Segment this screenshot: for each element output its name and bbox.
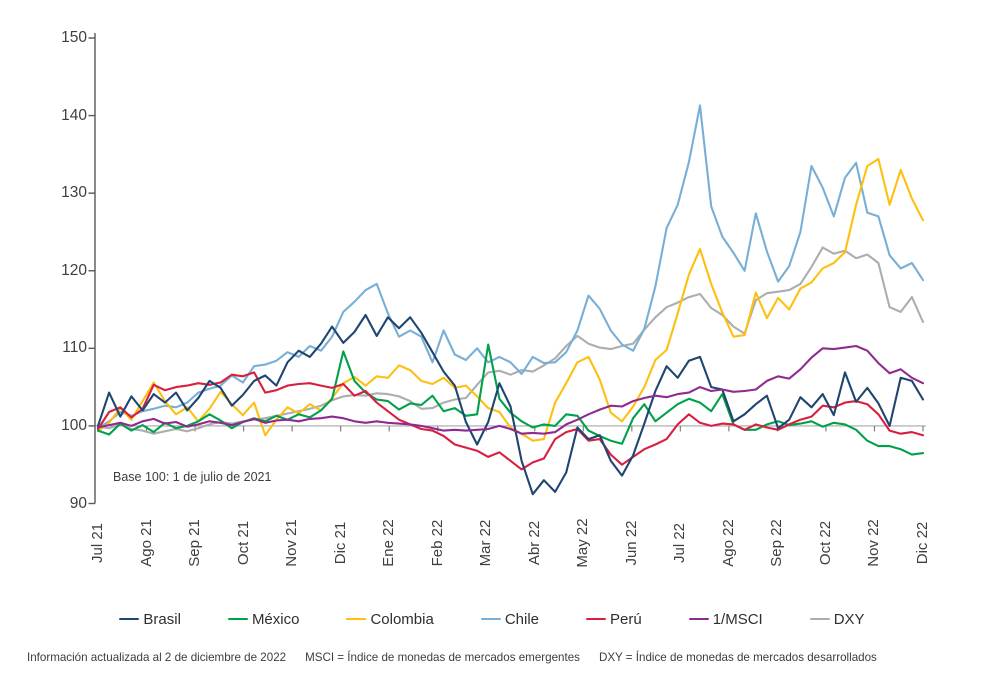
x-tick-label: Feb 22	[428, 519, 446, 567]
x-tick-label: Jun 22	[622, 520, 640, 566]
x-tick-label: Nov 22	[865, 519, 883, 567]
x-tick-label: Dic 21	[331, 521, 349, 565]
legend-swatch	[480, 617, 501, 621]
legend-swatch	[586, 617, 607, 621]
x-tick-label: Ago 21	[137, 519, 155, 567]
y-tick-label: 110	[62, 339, 87, 357]
y-tick-label: 90	[69, 494, 87, 512]
legend-item-msci: 1/MSCI	[688, 610, 763, 628]
x-tick-label: Oct 22	[816, 520, 834, 566]
y-tick-label: 100	[61, 416, 87, 434]
series-line-per	[96, 371, 925, 471]
legend-item-chile: Chile	[480, 610, 540, 628]
series-line-msci	[96, 344, 925, 435]
legend-swatch	[688, 617, 709, 621]
x-tick-label: Mar 22	[477, 519, 495, 567]
x-tick-label: May 22	[574, 518, 592, 568]
y-tick-label: 140	[61, 106, 87, 124]
x-tick-label: Ene 22	[380, 519, 398, 567]
legend-label: 1/MSCI	[712, 610, 763, 628]
x-tick-label: Nov 21	[283, 519, 301, 567]
legend-swatch	[119, 617, 140, 621]
series-line-brasil	[96, 313, 925, 496]
legend-label: DXY	[833, 610, 865, 628]
footnote-row: Información actualizada al 2 de diciembr…	[27, 651, 977, 664]
x-tick-label: Sep 21	[186, 519, 204, 567]
legend-label: Chile	[504, 610, 540, 628]
legend-label: Brasil	[143, 610, 181, 628]
x-tick-label: Sep 22	[768, 519, 786, 567]
legend-label: Colombia	[370, 610, 434, 628]
legend-swatch	[346, 617, 367, 621]
series-line-colombia	[96, 157, 925, 442]
base-100-annotation: Base 100: 1 de julio de 2021	[113, 470, 272, 484]
series-line-chile	[96, 104, 925, 430]
legend-label: Perú	[610, 610, 642, 628]
x-tick-label: Oct 21	[234, 520, 252, 566]
x-tick-label: Ago 22	[719, 519, 737, 567]
x-tick-label: Jul 22	[671, 522, 689, 564]
legend-label: México	[251, 610, 300, 628]
y-tick-label: 150	[61, 29, 87, 46]
series-line-dxy	[96, 246, 925, 435]
y-tick-label: 120	[61, 261, 87, 279]
legend-item-dxy: DXY	[809, 610, 865, 628]
footnote-dxy-definition: DXY = Índice de monedas de mercados desa…	[598, 651, 877, 664]
x-tick-label: Abr 22	[525, 520, 543, 566]
footnote-updated: Información actualizada al 2 de diciembr…	[27, 651, 287, 664]
chart-legend: Brasil México Colombia Chile Perú 1/MSCI DXY	[0, 606, 984, 632]
legend-swatch	[809, 617, 830, 621]
x-tick-label: Jul 21	[89, 522, 106, 564]
legend-item-mxico: México	[227, 610, 300, 628]
x-tick-label: Dic 22	[914, 521, 931, 565]
legend-item-colombia: Colombia	[346, 610, 434, 628]
legend-item-per: Perú	[586, 611, 642, 628]
footnote-msci-definition: MSCI = Índice de monedas de mercados eme…	[305, 651, 580, 664]
y-tick-label: 130	[61, 184, 87, 202]
legend-item-brasil: Brasil	[119, 611, 181, 628]
legend-swatch	[227, 617, 248, 621]
